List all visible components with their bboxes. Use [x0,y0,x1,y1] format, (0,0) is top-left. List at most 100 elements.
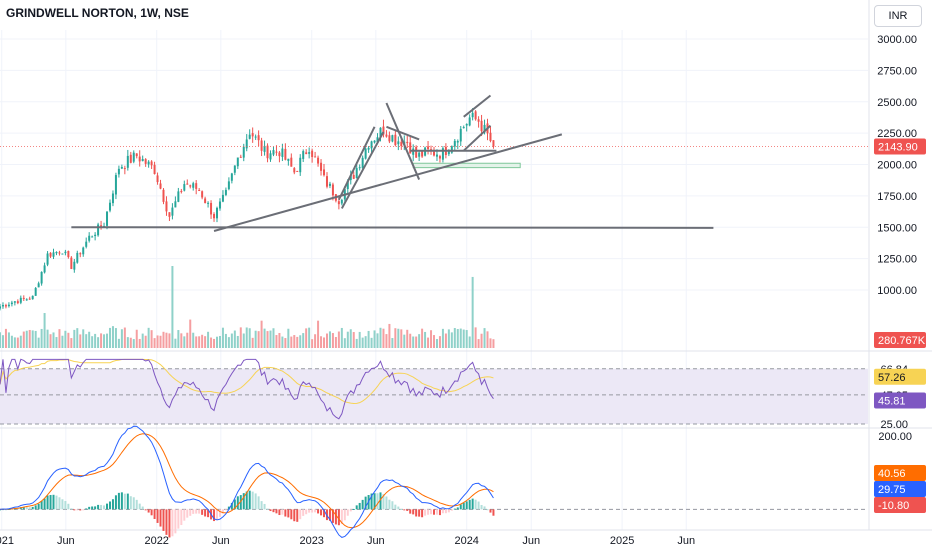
macd-histogram-bar [55,495,58,510]
volume-bar [397,328,400,348]
macd-histogram-bar [308,509,311,513]
volume-bar [58,329,61,348]
time-tick-label: 2022 [144,535,168,547]
volume-bar [43,313,46,348]
macd-histogram-bar [474,499,477,510]
candle [52,248,55,260]
candle [55,251,58,256]
candle [153,161,156,175]
macd-histogram-bar [388,499,391,510]
candle [58,250,61,256]
candle [453,139,456,151]
volume-bar [94,333,97,348]
candle [450,145,453,154]
flag-upper [385,102,421,180]
macd-pane [0,425,868,538]
macd-histogram-bar [489,509,492,513]
volume-bar [367,330,370,348]
demand-zone [412,162,521,169]
macd-histogram-bar [328,509,331,521]
volume-bar [450,332,453,348]
candle-body [388,135,391,142]
macd-histogram-bar [477,501,480,510]
candle [180,188,183,194]
macd-histogram-bar [180,509,183,526]
volume-bar [192,332,195,348]
candle-body [317,157,320,164]
macd-histogram-bar [165,509,168,535]
candle-body [64,251,67,254]
candle [94,232,97,241]
volume-bar [251,337,254,348]
candle [227,177,230,191]
candle-body [320,162,323,171]
candle-body [150,161,153,166]
volume-bar [462,329,465,348]
volume-bar [123,327,126,348]
candle-body [260,140,263,151]
time-tick-label: Jun [57,535,75,547]
symbol-title: GRINDWELL NORTON, 1W, NSE [6,6,189,20]
candle-body [331,184,334,196]
candle-body [251,133,254,137]
candle-body [189,185,192,187]
volume-bar [483,328,486,348]
candle [474,110,477,121]
candle [317,155,320,167]
volume-bar [183,336,186,348]
candle [123,165,126,175]
volume-bar [174,338,177,348]
candle-body [409,142,412,154]
candle-body [221,194,224,202]
price-tick-label: 2250.00 [877,128,917,140]
macd-histogram-bar [138,503,141,510]
last-price-tag-bg [874,138,926,155]
time-tick-label: Jun [677,535,695,547]
volume-bar [171,266,174,348]
macd-histogram-bar [177,509,180,529]
candle-body [19,297,22,303]
pane-separators [0,0,932,531]
candle-body [46,253,49,265]
candle-body [213,214,216,219]
macd-histogram-bar [382,494,385,510]
volume-bar [67,332,70,348]
macd-histogram-bar [106,503,109,510]
macd-histogram-bar [480,505,483,510]
candle [269,150,272,162]
macd-histogram-bar [201,509,204,515]
macd-histogram-bar [218,509,221,517]
candle-body [296,170,299,172]
volume-bar [180,333,183,348]
macd-signal-line [0,433,494,529]
candle [248,129,251,140]
volume-bar [31,330,34,348]
volume-bar [486,331,489,348]
macd-histogram-bar [135,499,138,510]
candle [106,211,109,230]
trendline-drawings[interactable] [71,94,714,232]
candle-body [355,168,358,178]
candle [189,184,192,189]
volume-bar [108,327,111,348]
candle [364,147,367,160]
macd-histogram-bar [22,506,25,510]
volume-bar [213,338,216,348]
volume-bar [433,335,435,348]
candle [218,198,221,211]
currency-button[interactable]: INR [874,5,922,27]
candle [361,155,364,170]
volume-bar [218,335,221,348]
candle [144,158,147,167]
candle-body [474,111,477,120]
volume-bar [293,335,296,348]
macd-histogram-bar [46,495,49,510]
macd-histogram-bar [418,509,421,517]
volume-bar [106,333,109,348]
macd-histogram-bar [263,503,266,510]
macd-histogram-bar [52,494,55,510]
macd-histogram-bar [406,509,409,511]
volume-bar [52,332,55,348]
candle-body [314,156,317,158]
